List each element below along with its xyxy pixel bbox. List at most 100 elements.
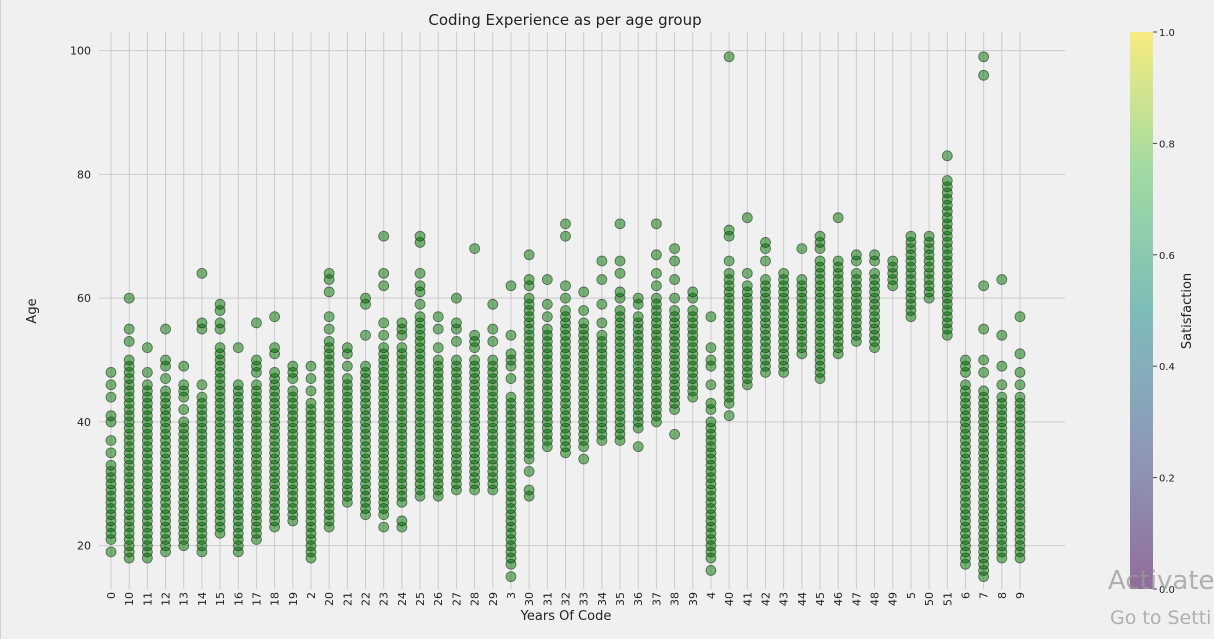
x-tick-label: 32 (560, 592, 573, 606)
data-point (978, 385, 990, 397)
data-point (596, 317, 608, 329)
data-point (669, 255, 680, 267)
data-point (341, 360, 353, 372)
data-point (251, 317, 262, 329)
data-point (687, 286, 699, 298)
y-tick-label: 20 (77, 540, 91, 553)
x-tick-label: 20 (323, 592, 336, 606)
data-point (432, 354, 444, 366)
data-point (651, 292, 662, 304)
data-point (378, 317, 390, 329)
colorbar (1130, 32, 1153, 589)
data-point (741, 212, 753, 224)
data-point (141, 366, 153, 378)
data-point (850, 249, 862, 261)
series-42 (760, 237, 771, 378)
data-point (178, 416, 190, 428)
data-point (723, 410, 735, 422)
data-point (196, 267, 208, 279)
x-tick-label: 36 (632, 592, 645, 606)
data-point (323, 336, 335, 347)
series-38 (669, 243, 680, 440)
data-point (651, 280, 662, 292)
series-49 (887, 255, 899, 292)
series-34 (596, 255, 608, 446)
data-point (596, 329, 608, 341)
data-point (705, 565, 717, 576)
data-point (396, 317, 408, 329)
data-point (578, 317, 590, 329)
colorbar-tick-label: 0.8 (1159, 139, 1175, 150)
x-tick-label: 19 (287, 592, 300, 606)
x-tick-label: 29 (487, 592, 500, 606)
data-point (196, 391, 208, 403)
x-tick-label: 33 (578, 592, 591, 606)
series-5 (905, 230, 917, 323)
x-tick-label: 42 (759, 592, 772, 606)
series-43 (778, 267, 790, 378)
y-tick-label: 60 (77, 292, 91, 305)
chart-title: Coding Experience as per age group (428, 11, 701, 29)
data-point (669, 305, 680, 316)
data-point (651, 218, 662, 230)
x-tick-label: 26 (432, 592, 445, 606)
data-point (105, 447, 117, 459)
data-point (287, 385, 299, 397)
data-point (1014, 348, 1026, 360)
data-point (560, 230, 571, 242)
series-33 (578, 286, 590, 465)
data-point (160, 323, 171, 335)
colorbar-tick-label: 1.0 (1159, 28, 1175, 39)
series-41 (741, 212, 753, 391)
data-point (869, 267, 880, 279)
x-tick-label: 10 (123, 592, 136, 606)
data-point (323, 311, 335, 323)
x-tick-label: 0 (105, 592, 118, 599)
series-17 (251, 317, 262, 545)
data-point (632, 311, 644, 323)
data-point (669, 274, 680, 285)
colorbar-tick-label: 0.2 (1159, 474, 1175, 485)
data-point (905, 230, 917, 242)
series-27 (451, 292, 462, 496)
data-point (378, 329, 390, 341)
data-point (778, 267, 790, 279)
series-4 (705, 311, 717, 576)
data-point (305, 385, 317, 397)
series-39 (687, 286, 699, 403)
data-point (705, 397, 717, 409)
colorbar-tick-label: 0.4 (1159, 362, 1175, 373)
x-tick-label: 5 (905, 592, 918, 599)
x-tick-label: 40 (723, 592, 736, 606)
data-point (323, 286, 335, 298)
data-point (378, 280, 390, 292)
data-point (560, 305, 571, 316)
data-point (414, 280, 426, 292)
x-tick-label: 12 (160, 592, 173, 606)
x-tick-label: 44 (796, 592, 809, 606)
series-21 (341, 342, 353, 508)
series-22 (360, 292, 371, 521)
series-25 (414, 230, 426, 502)
data-point (414, 267, 426, 279)
series-29 (487, 298, 499, 496)
data-point (996, 360, 1008, 372)
data-point (796, 274, 808, 285)
data-point (305, 397, 317, 409)
data-point (451, 354, 462, 366)
series-47 (850, 249, 862, 347)
data-point (978, 280, 990, 292)
data-point (105, 546, 117, 558)
data-point (596, 298, 608, 310)
data-point (1014, 391, 1026, 403)
data-point (850, 267, 862, 279)
data-point (669, 428, 680, 440)
data-point (378, 521, 390, 533)
data-point (378, 267, 390, 279)
series-50 (923, 230, 935, 304)
data-point (305, 360, 317, 372)
data-point (923, 230, 935, 242)
data-point (378, 230, 390, 242)
data-point (269, 342, 281, 354)
